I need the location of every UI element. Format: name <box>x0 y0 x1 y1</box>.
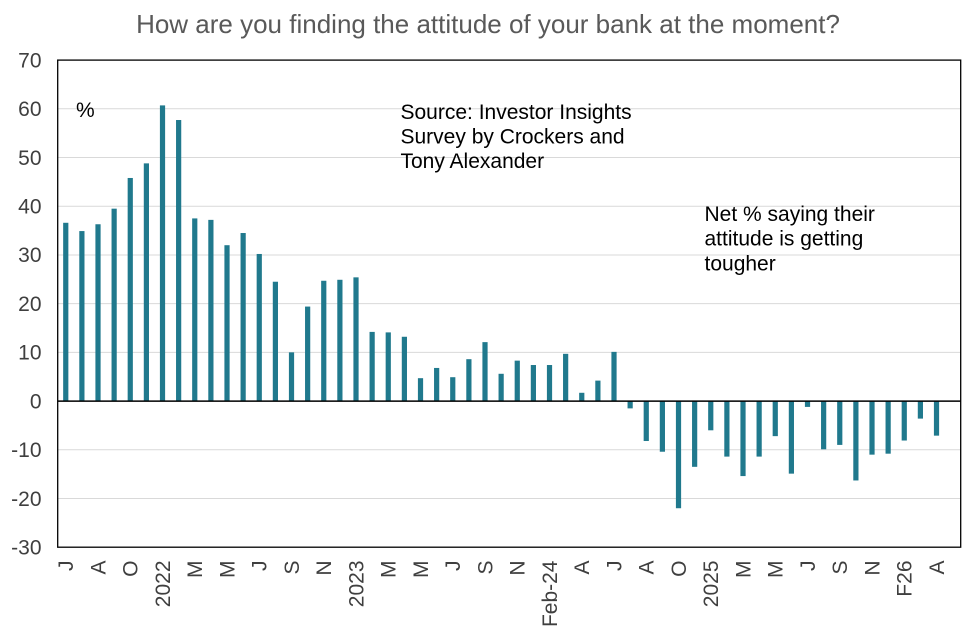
svg-text:60: 60 <box>18 98 41 121</box>
svg-text:M: M <box>184 561 207 579</box>
svg-text:N: N <box>313 561 336 576</box>
svg-text:70: 70 <box>18 49 41 72</box>
svg-text:M: M <box>216 561 239 579</box>
svg-text:J: J <box>603 561 626 572</box>
svg-text:tougher: tougher <box>705 252 776 275</box>
svg-text:A: A <box>571 561 594 575</box>
svg-text:50: 50 <box>18 147 41 170</box>
svg-text:0: 0 <box>30 390 42 413</box>
svg-text:N: N <box>507 561 530 576</box>
svg-text:%: % <box>76 99 95 122</box>
svg-text:J: J <box>797 561 820 572</box>
svg-text:-30: -30 <box>11 537 41 560</box>
svg-text:-10: -10 <box>11 439 41 462</box>
svg-text:A: A <box>926 561 949 575</box>
svg-text:30: 30 <box>18 244 41 267</box>
svg-text:Net % saying their: Net % saying their <box>705 203 875 226</box>
svg-text:Feb-24: Feb-24 <box>539 560 562 627</box>
svg-text:attitude is getting: attitude is getting <box>705 228 864 251</box>
svg-text:M: M <box>378 561 401 579</box>
svg-text:How are you finding the attitu: How are you finding the attitude of your… <box>136 9 840 39</box>
svg-text:A: A <box>636 561 659 575</box>
svg-text:Source: Investor Insights: Source: Investor Insights <box>401 101 632 124</box>
svg-text:20: 20 <box>18 293 41 316</box>
svg-text:F26: F26 <box>894 561 917 597</box>
svg-text:A: A <box>87 561 110 575</box>
svg-text:O: O <box>120 561 143 577</box>
svg-text:S: S <box>281 561 304 575</box>
svg-text:O: O <box>668 561 691 577</box>
svg-text:J: J <box>249 561 272 572</box>
svg-text:-20: -20 <box>11 488 41 511</box>
svg-text:S: S <box>829 561 852 575</box>
svg-text:2025: 2025 <box>700 561 723 608</box>
svg-text:Tony Alexander: Tony Alexander <box>401 150 545 173</box>
svg-text:N: N <box>861 561 884 576</box>
svg-text:Survey by Crockers and: Survey by Crockers and <box>401 126 625 149</box>
svg-text:2023: 2023 <box>345 561 368 608</box>
svg-text:S: S <box>474 561 497 575</box>
svg-text:M: M <box>765 561 788 579</box>
svg-text:10: 10 <box>18 342 41 365</box>
svg-text:40: 40 <box>18 196 41 219</box>
svg-text:M: M <box>732 561 755 579</box>
svg-text:M: M <box>410 561 433 579</box>
svg-text:2022: 2022 <box>152 561 175 608</box>
svg-text:J: J <box>442 561 465 572</box>
svg-text:J: J <box>55 561 78 572</box>
